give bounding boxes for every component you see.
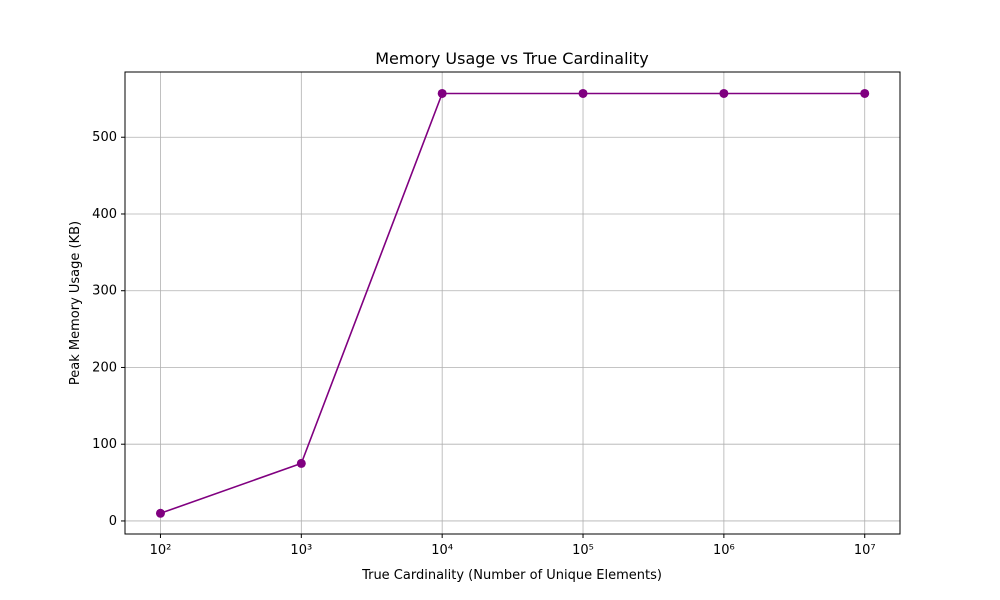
x-axis-label: True Cardinality (Number of Unique Eleme… xyxy=(361,568,662,583)
y-tick-label: 200 xyxy=(92,360,117,375)
y-tick-label: 400 xyxy=(92,207,117,222)
data-point xyxy=(155,508,165,518)
x-tick-label: 10⁵ xyxy=(572,543,594,558)
y-tick-label: 0 xyxy=(109,514,117,529)
y-tick-label: 300 xyxy=(92,284,117,299)
x-tick-label: 10⁷ xyxy=(854,543,876,558)
x-tick-label: 10⁶ xyxy=(713,543,735,558)
x-tick-label: 10³ xyxy=(290,543,312,558)
plot-frame xyxy=(124,71,901,535)
y-tick-label: 100 xyxy=(92,437,117,452)
x-tick-label: 10⁴ xyxy=(431,543,453,558)
y-axis-label: Peak Memory Usage (KB) xyxy=(68,221,83,385)
data-point xyxy=(296,458,306,468)
data-point xyxy=(860,88,870,98)
x-tick-label: 10² xyxy=(150,543,172,558)
chart-title: Memory Usage vs True Cardinality xyxy=(375,49,649,68)
data-point xyxy=(437,88,447,98)
y-tick-label: 500 xyxy=(92,130,117,145)
data-point xyxy=(719,88,729,98)
data-line xyxy=(160,92,865,515)
data-point xyxy=(578,88,588,98)
